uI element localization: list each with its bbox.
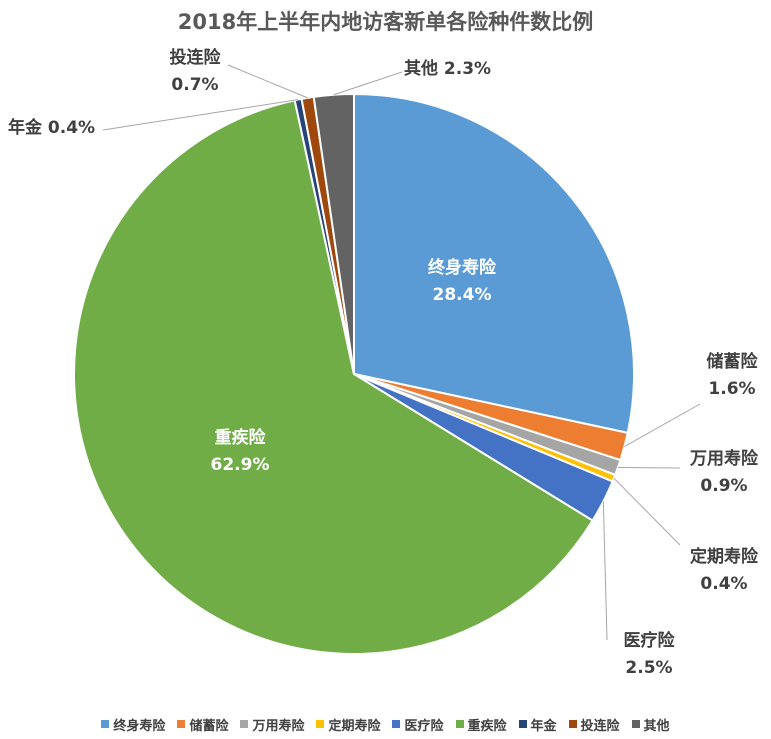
legend-label-6: 重疾险 (467, 718, 507, 734)
pie-chart: 终身寿险 28.4% 储蓄险 1.6% 万用寿险 0.9% 定期寿险 0.4% 医疗险 2.5% 重… (8, 47, 759, 678)
leader-line-5 (602, 501, 608, 641)
legend-item-8: 投连险 (568, 715, 620, 734)
leader-lines (102, 64, 701, 641)
legend-swatch-9 (631, 720, 640, 728)
slice-value-5: 2.5% (625, 658, 672, 678)
slice-label-7: 年金 0.4% (8, 117, 95, 138)
legend-label-4: 定期寿险 (328, 718, 381, 734)
legend-label-7: 年金 (530, 718, 557, 734)
legend-swatch-1 (101, 720, 110, 728)
leader-line-2 (624, 403, 701, 447)
slice-value-6: 62.9% (211, 455, 270, 475)
legend-label-2: 储蓄险 (189, 718, 229, 734)
legend-swatch-6 (455, 720, 464, 728)
legend-item-9: 其他 (631, 715, 670, 734)
slice-name-3: 万用寿险 (689, 448, 759, 469)
pie-slices (73, 92, 635, 655)
legend-item-5: 医疗险 (392, 715, 444, 734)
slice-labels: 终身寿险 28.4% 储蓄险 1.6% 万用寿险 0.9% 定期寿险 0.4% 医疗险 2.5% 重… (8, 47, 759, 678)
legend: 终身寿险 储蓄险 万用寿险 定期寿险 医疗险 重疾险 年金 投连险 其他 (0, 712, 771, 736)
slice-value-1: 28.4% (433, 285, 492, 305)
slice-label-9: 其他 2.3% (404, 58, 491, 79)
slice-value-3: 0.9% (700, 476, 747, 496)
legend-item-6: 重疾险 (455, 715, 507, 734)
legend-swatch-8 (568, 720, 577, 728)
pie-slice-6 (73, 99, 594, 655)
slice-value-2: 1.6% (708, 379, 755, 399)
legend-swatch-3 (240, 720, 249, 728)
leader-line-9 (333, 71, 403, 96)
pie-slice-1 (353, 92, 635, 435)
legend-item-7: 年金 (518, 715, 557, 734)
slice-name-1: 终身寿险 (428, 257, 497, 278)
slice-name-5: 医疗险 (624, 630, 676, 651)
legend-item-2: 储蓄险 (177, 715, 228, 734)
legend-swatch-7 (518, 720, 527, 728)
leader-line-7 (102, 99, 299, 131)
slice-name-4: 定期寿险 (690, 546, 759, 567)
legend-label-5: 医疗险 (404, 718, 444, 734)
slice-value-4: 0.4% (700, 574, 747, 594)
legend-swatch-5 (392, 720, 401, 728)
legend-label-3: 万用寿险 (252, 718, 305, 734)
legend-label-9: 其他 (643, 718, 670, 734)
legend-label-8: 投连险 (580, 718, 620, 734)
pie-slice-9 (312, 92, 355, 375)
legend-label-1: 终身寿险 (113, 718, 166, 734)
legend-item-1: 终身寿险 (101, 715, 165, 734)
chart-title: 2018年上半年内地访客新单各险种件数比例 (177, 10, 594, 34)
slice-name-2: 储蓄险 (707, 351, 759, 372)
leader-line-4 (613, 477, 681, 546)
legend-item-3: 万用寿险 (240, 715, 304, 734)
legend-swatch-4 (316, 720, 325, 728)
leader-line-8 (227, 64, 308, 99)
legend-item-4: 定期寿险 (316, 715, 380, 734)
slice-value-8: 0.7% (171, 75, 218, 95)
legend-swatch-2 (177, 720, 186, 728)
slice-name-6: 重疾险 (215, 427, 267, 448)
slice-name-8: 投连险 (170, 47, 222, 68)
